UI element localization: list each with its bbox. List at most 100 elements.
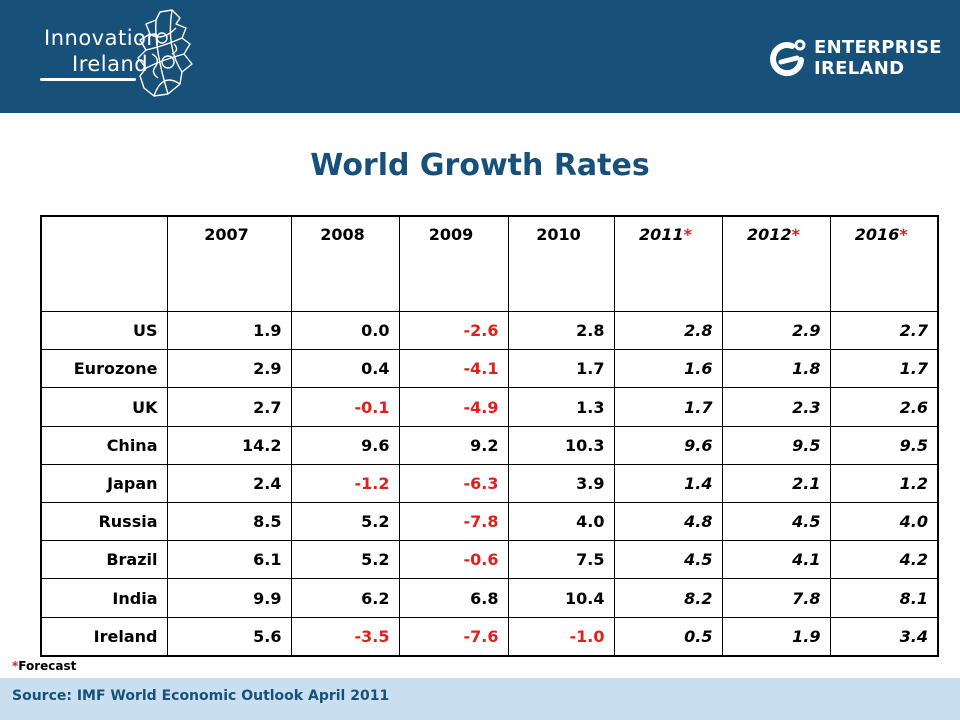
forecast-footnote: *Forecast [12, 659, 76, 673]
forecast-star: * [791, 225, 800, 244]
table-cell: 3.9 [507, 463, 615, 504]
column-year: 2011 [639, 225, 684, 244]
table-row: Russia 8.5 5.2 -7.8 4.0 4.8 4.5 4.0 [40, 502, 939, 542]
table-header-row: 2007 2008 2009 2010 2011* 2012* 2016* [40, 215, 939, 312]
table-cell: -1.0 [507, 616, 615, 657]
table-cell: 2.7 [166, 387, 292, 427]
logo-underline [40, 78, 136, 81]
growth-rates-table: 2007 2008 2009 2010 2011* 2012* 2016* US… [40, 215, 939, 657]
table-cell: -0.1 [290, 387, 400, 427]
table-cell: 0.0 [290, 310, 400, 351]
logo-text-ireland: Ireland [72, 52, 149, 76]
table-row: Eurozone 2.9 0.4 -4.1 1.7 1.6 1.8 1.7 [40, 349, 939, 389]
table-row: Brazil 6.1 5.2 -0.6 7.5 4.5 4.1 4.2 [40, 540, 939, 580]
table-cell: 4.5 [613, 540, 723, 580]
table-cell: 9.2 [398, 425, 509, 465]
source-text: Source: IMF World Economic Outlook April… [12, 688, 390, 704]
header-corner-cell [40, 215, 168, 312]
table-cell: -7.8 [398, 502, 509, 542]
table-cell: 10.4 [507, 578, 615, 618]
column-year: 2016 [854, 225, 900, 244]
table-cell: 2.3 [721, 387, 831, 427]
row-label-ireland: Ireland [40, 616, 168, 657]
row-label-brazil: Brazil [40, 540, 168, 580]
logo-text-innovation: Innovation [44, 26, 161, 50]
column-header: 2009 [398, 215, 509, 312]
column-header-forecast: 2012* [721, 215, 831, 312]
column-header: 2008 [290, 215, 400, 312]
table-cell: 2.8 [507, 310, 615, 351]
innovation-ireland-logo: Innovation Ireland [30, 6, 210, 106]
table-cell: 4.8 [613, 502, 723, 542]
table-cell: 7.5 [507, 540, 615, 580]
table-cell: 1.2 [829, 463, 939, 504]
table-cell: 1.7 [507, 349, 615, 389]
row-label-uk: UK [40, 387, 168, 427]
table-cell: 2.7 [829, 310, 939, 351]
table-cell: 1.7 [829, 349, 939, 389]
row-label-eurozone: Eurozone [40, 349, 168, 389]
column-header-forecast: 2011* [613, 215, 723, 312]
page-title: World Growth Rates [310, 148, 650, 183]
table-cell: 9.5 [829, 425, 939, 465]
table-cell: 9.5 [721, 425, 831, 465]
table-row: Ireland 5.6 -3.5 -7.6 -1.0 0.5 1.9 3.4 [40, 616, 939, 657]
source-bar: Source: IMF World Economic Outlook April… [0, 678, 960, 720]
column-header: 2010 [507, 215, 615, 312]
table-row: China 14.2 9.6 9.2 10.3 9.6 9.5 9.5 [40, 425, 939, 465]
table-cell: 6.2 [290, 578, 400, 618]
table-row: India 9.9 6.2 6.8 10.4 8.2 7.8 8.1 [40, 578, 939, 618]
table-cell: 2.6 [829, 387, 939, 427]
row-label-us: US [40, 310, 168, 351]
header-banner: Innovation Ireland [0, 0, 960, 113]
row-label-russia: Russia [40, 502, 168, 542]
table-cell: 4.5 [721, 502, 831, 542]
enterprise-ireland-mark-icon [770, 39, 806, 77]
table-cell: 10.3 [507, 425, 615, 465]
footnote-star: * [12, 659, 19, 673]
table-row: US 1.9 0.0 -2.6 2.8 2.8 2.9 2.7 [40, 310, 939, 351]
table-cell: -0.6 [398, 540, 509, 580]
table-cell: 7.8 [721, 578, 831, 618]
table-cell: 8.1 [829, 578, 939, 618]
table-cell: -4.1 [398, 349, 509, 389]
row-label-china: China [40, 425, 168, 465]
table-cell: -3.5 [290, 616, 400, 657]
table-row: UK 2.7 -0.1 -4.9 1.3 1.7 2.3 2.6 [40, 387, 939, 427]
table-cell: 8.5 [166, 502, 292, 542]
forecast-star: * [683, 225, 692, 244]
table-row: Japan 2.4 -1.2 -6.3 3.9 1.4 2.1 1.2 [40, 463, 939, 504]
ireland-map-icon [137, 9, 193, 97]
table-cell: 9.9 [166, 578, 292, 618]
table-cell: 3.4 [829, 616, 939, 657]
table-cell: 4.0 [507, 502, 615, 542]
table-cell: 1.9 [166, 310, 292, 351]
forecast-star: * [899, 225, 908, 244]
table-cell: 4.2 [829, 540, 939, 580]
table-cell: 5.6 [166, 616, 292, 657]
table-cell: 9.6 [290, 425, 400, 465]
table-cell: 1.6 [613, 349, 723, 389]
table-cell: 1.8 [721, 349, 831, 389]
table-cell: -2.6 [398, 310, 509, 351]
table-cell: -1.2 [290, 463, 400, 504]
row-label-india: India [40, 578, 168, 618]
table-cell: 6.8 [398, 578, 509, 618]
table-cell: 2.4 [166, 463, 292, 504]
table-cell: 2.8 [613, 310, 723, 351]
column-header-forecast: 2016* [829, 215, 939, 312]
table-cell: 2.9 [166, 349, 292, 389]
table-cell: 8.2 [613, 578, 723, 618]
table-cell: 1.9 [721, 616, 831, 657]
table-cell: -7.6 [398, 616, 509, 657]
table-cell: 2.9 [721, 310, 831, 351]
table-cell: -4.9 [398, 387, 509, 427]
column-header: 2007 [166, 215, 292, 312]
table-cell: 14.2 [166, 425, 292, 465]
enterprise-ireland-wordmark: ENTERPRISE IRELAND [814, 37, 942, 79]
table-cell: 5.2 [290, 540, 400, 580]
table-cell: 5.2 [290, 502, 400, 542]
row-label-japan: Japan [40, 463, 168, 504]
table-cell: 4.0 [829, 502, 939, 542]
table-cell: 1.4 [613, 463, 723, 504]
